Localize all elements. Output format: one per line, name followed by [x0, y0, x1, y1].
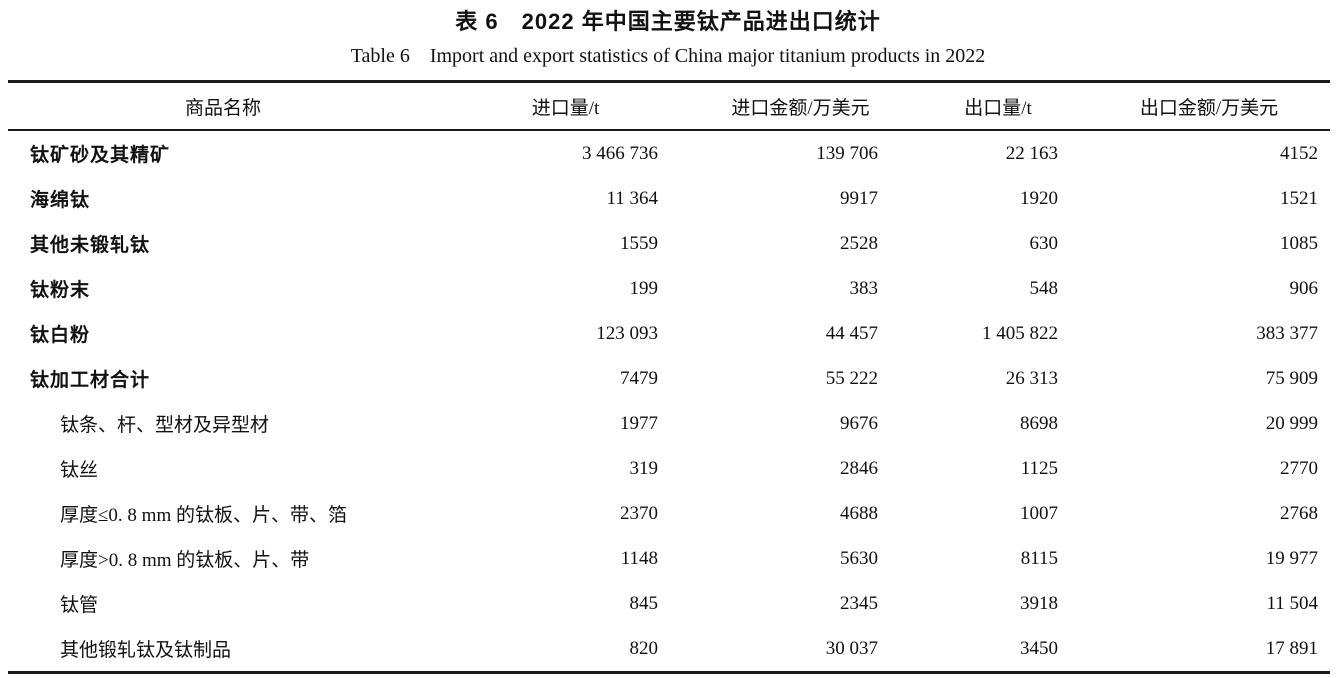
table-header-row: 商品名称 进口量/t 进口金额/万美元 出口量/t 出口金额/万美元: [8, 81, 1330, 131]
cell-import-value: 44 457: [825, 322, 878, 344]
table-row: 钛加工材合计 7479 55 222 26 313 75 909: [8, 356, 1330, 401]
cell-import-qty: 2370: [620, 502, 658, 524]
cell-import-qty: 11 364: [606, 187, 658, 209]
cell-import-value: 5630: [840, 547, 878, 569]
cell-export-qty: 548: [1029, 277, 1059, 299]
cell-import-value: 2345: [840, 592, 878, 614]
cell-export-value: 75 909: [1265, 367, 1318, 389]
table-row: 其他未锻轧钛 1559 2528 630 1085: [8, 221, 1330, 266]
cell-product-name: 钛粉末: [30, 280, 91, 301]
table-row: 厚度>0. 8 mm 的钛板、片、带 1148 5630 8115 19 977: [8, 536, 1330, 581]
cell-export-value: 906: [1289, 277, 1319, 299]
cell-import-value: 383: [849, 277, 879, 299]
cell-product-name: 厚度≤0. 8 mm 的钛板、片、带、箔: [60, 505, 347, 526]
col-header-import-qty: 进口量/t: [438, 81, 693, 131]
table-row: 钛粉末 199 383 548 906: [8, 266, 1330, 311]
cell-export-qty: 26 313: [1005, 367, 1058, 389]
cell-import-value: 4688: [840, 502, 878, 524]
cell-export-qty: 3450: [1020, 637, 1058, 659]
cell-product-name: 其他锻轧钛及钛制品: [60, 640, 232, 661]
col-header-product-name: 商品名称: [8, 81, 438, 131]
cell-export-value: 383 377: [1256, 322, 1318, 344]
cell-export-value: 4152: [1280, 142, 1318, 164]
table-row: 钛矿砂及其精矿 3 466 736 139 706 22 163 4152: [8, 130, 1330, 176]
cell-export-qty: 8115: [1020, 547, 1058, 569]
cell-export-qty: 1920: [1020, 187, 1058, 209]
cell-import-value: 30 037: [825, 637, 878, 659]
cell-export-qty: 1 405 822: [982, 322, 1058, 344]
cell-product-name: 海绵钛: [30, 190, 91, 211]
cell-import-value: 55 222: [825, 367, 878, 389]
cell-import-value: 2528: [840, 232, 878, 254]
table-row: 其他锻轧钛及钛制品 820 30 037 3450 17 891: [8, 626, 1330, 673]
cell-import-value: 2846: [840, 457, 878, 479]
cell-export-qty: 630: [1029, 232, 1059, 254]
cell-export-value: 11 504: [1266, 592, 1318, 614]
table-title-en: Table 6 Import and export statistics of …: [350, 45, 986, 67]
cell-export-value: 1085: [1280, 232, 1318, 254]
cell-export-value: 17 891: [1265, 637, 1318, 659]
cell-export-qty: 3918: [1020, 592, 1058, 614]
cell-import-qty: 1559: [620, 232, 658, 254]
cell-import-qty: 1977: [620, 412, 658, 434]
cell-export-value: 1521: [1280, 187, 1318, 209]
cell-product-name: 钛丝: [60, 460, 99, 481]
cell-import-qty: 1148: [620, 547, 658, 569]
cell-product-name: 钛条、杆、型材及异型材: [60, 415, 270, 436]
cell-import-qty: 845: [629, 592, 659, 614]
cell-export-qty: 22 163: [1005, 142, 1058, 164]
col-header-export-qty: 出口量/t: [908, 81, 1088, 131]
cell-product-name: 钛管: [60, 595, 99, 616]
cell-import-qty: 123 093: [596, 322, 658, 344]
cell-export-value: 19 977: [1265, 547, 1318, 569]
cell-export-qty: 1007: [1020, 502, 1058, 524]
table-title-zh: 表 6 2022 年中国主要钛产品进出口统计: [455, 9, 881, 34]
cell-import-value: 139 706: [816, 142, 878, 164]
cell-product-name: 钛加工材合计: [30, 370, 151, 391]
cell-product-name: 厚度>0. 8 mm 的钛板、片、带: [60, 550, 310, 571]
cell-export-value: 20 999: [1265, 412, 1318, 434]
cell-import-qty: 7479: [620, 367, 658, 389]
cell-import-value: 9917: [840, 187, 878, 209]
cell-product-name: 钛白粉: [30, 325, 91, 346]
cell-product-name: 钛矿砂及其精矿: [30, 145, 171, 166]
cell-import-qty: 820: [629, 637, 659, 659]
cell-export-value: 2770: [1280, 457, 1318, 479]
cell-export-value: 2768: [1280, 502, 1318, 524]
table-row: 钛白粉 123 093 44 457 1 405 822 383 377: [8, 311, 1330, 356]
import-export-table: 商品名称 进口量/t 进口金额/万美元 出口量/t 出口金额/万美元 钛矿砂及其…: [8, 80, 1330, 674]
table-row: 厚度≤0. 8 mm 的钛板、片、带、箔 2370 4688 1007 2768: [8, 491, 1330, 536]
cell-export-qty: 8698: [1020, 412, 1058, 434]
cell-import-qty: 199: [629, 277, 659, 299]
col-header-export-value: 出口金额/万美元: [1088, 81, 1330, 131]
table-row: 钛管 845 2345 3918 11 504: [8, 581, 1330, 626]
table-row: 钛条、杆、型材及异型材 1977 9676 8698 20 999: [8, 401, 1330, 446]
col-header-import-value: 进口金额/万美元: [693, 81, 908, 131]
table-row: 钛丝 319 2846 1125 2770: [8, 446, 1330, 491]
cell-import-qty: 3 466 736: [582, 142, 658, 164]
cell-product-name: 其他未锻轧钛: [30, 235, 151, 256]
table-caption: 表 6 2022 年中国主要钛产品进出口统计 Table 6 Import an…: [0, 0, 1336, 80]
table-row: 海绵钛 11 364 9917 1920 1521: [8, 176, 1330, 221]
cell-export-qty: 1125: [1020, 457, 1058, 479]
cell-import-value: 9676: [840, 412, 878, 434]
cell-import-qty: 319: [629, 457, 659, 479]
